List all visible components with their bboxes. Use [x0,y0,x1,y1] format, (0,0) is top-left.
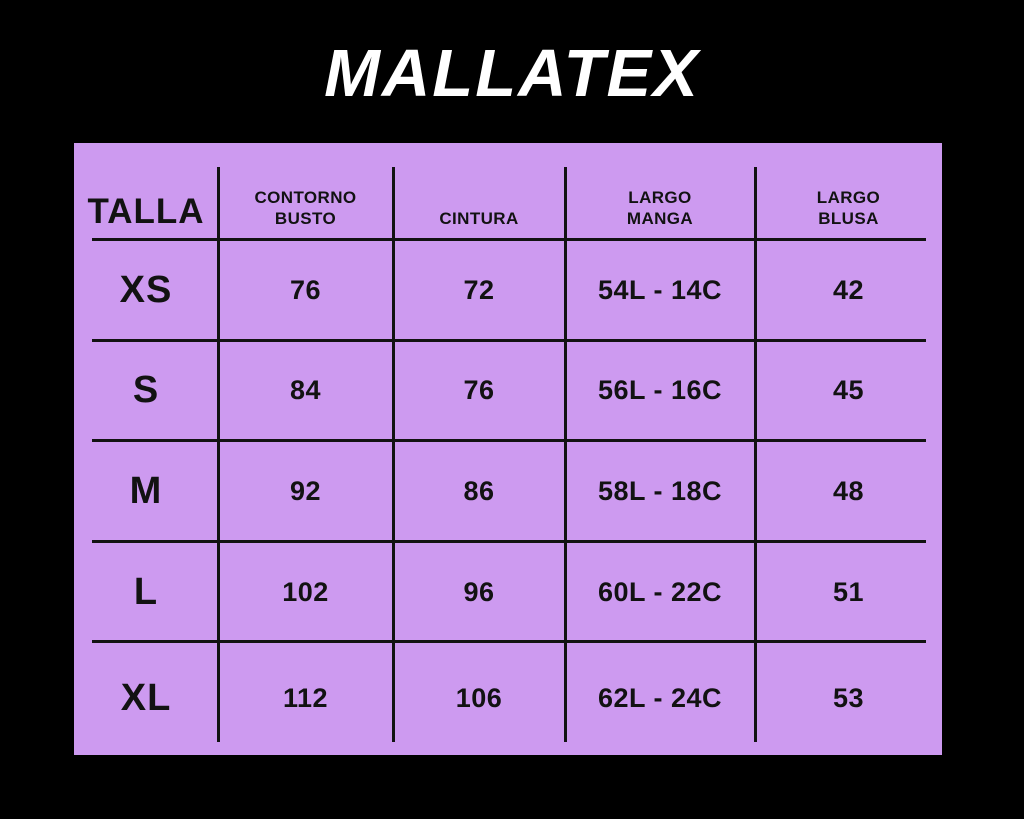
size-cell: M [129,469,163,512]
brand-title: MALLATEX [324,36,700,111]
row-divider [92,439,926,442]
value-cell: 53 [832,683,865,713]
value-cell: 60L - 22C [597,576,723,607]
header-label: TALLA [87,192,205,231]
value-cell: 76 [463,375,495,405]
header-cell-contorno-busto: CONTORNO BUSTO [218,143,393,240]
value-cell: 58L - 18C [597,475,723,506]
size-chart-panel: TALLA CONTORNO BUSTO CINTURA LARGO MANGA… [74,143,942,755]
header-cell-largo-manga: LARGO MANGA [565,143,755,240]
header-label: BUSTO [274,208,337,228]
header-cell-largo-blusa: LARGO BLUSA [755,143,942,240]
column-divider [392,167,395,742]
value-cell: 48 [832,475,865,506]
header-label: LARGO [816,187,881,207]
header-label: CINTURA [439,208,519,228]
column-divider [564,167,567,742]
value-cell: 102 [282,576,329,607]
row-divider [92,238,926,241]
row-divider [92,339,926,342]
column-divider [217,167,220,742]
value-cell: 45 [832,375,865,405]
value-cell: 42 [832,275,865,305]
value-cell: 84 [289,375,322,405]
size-cell: L [133,570,159,613]
header-cell-cintura: CINTURA [393,143,565,240]
header-label: LARGO [628,187,692,207]
size-cell: XS [119,269,173,311]
size-chart-table: TALLA CONTORNO BUSTO CINTURA LARGO MANGA… [74,143,942,755]
size-cell: XL [120,677,172,719]
value-cell: 106 [455,683,503,713]
value-cell: 56L - 16C [597,375,723,405]
header-label: CONTORNO [254,187,357,207]
value-cell: 72 [463,275,495,305]
size-cell: S [132,369,160,411]
value-cell: 76 [289,275,322,305]
value-cell: 112 [282,683,329,713]
value-cell: 86 [463,475,495,506]
row-divider [92,640,926,643]
value-cell: 96 [463,576,495,607]
column-divider [754,167,757,742]
header-cell-talla: TALLA [74,143,218,240]
header-label: MANGA [626,208,694,228]
value-cell: 54L - 14C [597,275,723,305]
row-divider [92,540,926,543]
value-cell: 62L - 24C [597,683,723,713]
value-cell: 92 [289,475,322,506]
header-label: BLUSA [818,208,879,228]
value-cell: 51 [832,576,865,607]
